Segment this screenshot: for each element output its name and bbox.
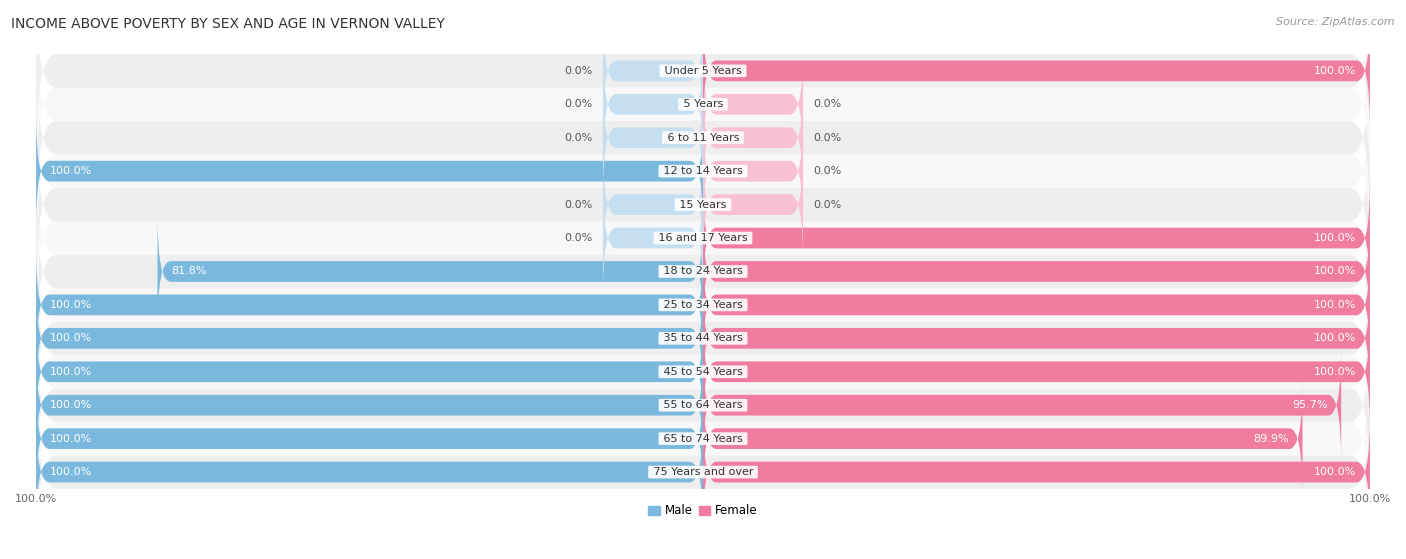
Text: 55 to 64 Years: 55 to 64 Years: [659, 400, 747, 410]
Text: 6 to 11 Years: 6 to 11 Years: [664, 132, 742, 143]
FancyBboxPatch shape: [37, 154, 1369, 321]
FancyBboxPatch shape: [703, 282, 1369, 395]
FancyBboxPatch shape: [603, 48, 703, 161]
FancyBboxPatch shape: [37, 315, 703, 428]
FancyBboxPatch shape: [703, 349, 1341, 462]
Text: 0.0%: 0.0%: [565, 233, 593, 243]
Text: 100.0%: 100.0%: [1315, 66, 1357, 76]
FancyBboxPatch shape: [157, 215, 703, 328]
FancyBboxPatch shape: [37, 0, 1369, 154]
Text: 0.0%: 0.0%: [565, 66, 593, 76]
Text: 81.8%: 81.8%: [172, 267, 207, 277]
Text: 0.0%: 0.0%: [565, 100, 593, 110]
FancyBboxPatch shape: [37, 115, 703, 228]
FancyBboxPatch shape: [703, 148, 803, 261]
Text: 0.0%: 0.0%: [565, 200, 593, 210]
Text: 100.0%: 100.0%: [49, 166, 91, 176]
FancyBboxPatch shape: [37, 248, 703, 362]
Text: 100.0%: 100.0%: [1315, 367, 1357, 377]
Text: 35 to 44 Years: 35 to 44 Years: [659, 333, 747, 343]
Text: 100.0%: 100.0%: [49, 367, 91, 377]
Text: 0.0%: 0.0%: [813, 100, 841, 110]
Text: 45 to 54 Years: 45 to 54 Years: [659, 367, 747, 377]
Text: 95.7%: 95.7%: [1292, 400, 1327, 410]
Text: 100.0%: 100.0%: [49, 434, 91, 444]
Text: 100.0%: 100.0%: [49, 333, 91, 343]
FancyBboxPatch shape: [37, 321, 1369, 489]
Legend: Male, Female: Male, Female: [644, 500, 762, 522]
Text: 100.0%: 100.0%: [1315, 467, 1357, 477]
Text: 0.0%: 0.0%: [813, 132, 841, 143]
Text: INCOME ABOVE POVERTY BY SEX AND AGE IN VERNON VALLEY: INCOME ABOVE POVERTY BY SEX AND AGE IN V…: [11, 17, 446, 31]
Text: 100.0%: 100.0%: [49, 467, 91, 477]
FancyBboxPatch shape: [37, 288, 1369, 456]
Text: 25 to 34 Years: 25 to 34 Years: [659, 300, 747, 310]
Text: 75 Years and over: 75 Years and over: [650, 467, 756, 477]
FancyBboxPatch shape: [37, 88, 1369, 255]
FancyBboxPatch shape: [37, 282, 703, 395]
FancyBboxPatch shape: [37, 389, 1369, 556]
FancyBboxPatch shape: [703, 215, 1369, 328]
FancyBboxPatch shape: [37, 21, 1369, 188]
FancyBboxPatch shape: [703, 115, 803, 228]
FancyBboxPatch shape: [603, 182, 703, 295]
FancyBboxPatch shape: [37, 415, 703, 529]
Text: 5 Years: 5 Years: [679, 100, 727, 110]
FancyBboxPatch shape: [703, 382, 1302, 495]
Text: 100.0%: 100.0%: [49, 300, 91, 310]
Text: 100.0%: 100.0%: [49, 400, 91, 410]
FancyBboxPatch shape: [703, 248, 1369, 362]
Text: 89.9%: 89.9%: [1254, 434, 1289, 444]
Text: 0.0%: 0.0%: [565, 132, 593, 143]
Text: 18 to 24 Years: 18 to 24 Years: [659, 267, 747, 277]
FancyBboxPatch shape: [37, 54, 1369, 221]
FancyBboxPatch shape: [37, 221, 1369, 389]
FancyBboxPatch shape: [703, 415, 1369, 529]
Text: 0.0%: 0.0%: [813, 166, 841, 176]
Text: 100.0%: 100.0%: [1315, 333, 1357, 343]
FancyBboxPatch shape: [37, 382, 703, 495]
FancyBboxPatch shape: [703, 315, 1369, 428]
Text: 0.0%: 0.0%: [813, 200, 841, 210]
Text: Under 5 Years: Under 5 Years: [661, 66, 745, 76]
FancyBboxPatch shape: [703, 48, 803, 161]
Text: 100.0%: 100.0%: [1315, 300, 1357, 310]
FancyBboxPatch shape: [703, 15, 1369, 127]
FancyBboxPatch shape: [37, 188, 1369, 355]
FancyBboxPatch shape: [37, 255, 1369, 422]
FancyBboxPatch shape: [37, 349, 703, 462]
FancyBboxPatch shape: [703, 81, 803, 194]
FancyBboxPatch shape: [603, 81, 703, 194]
Text: 65 to 74 Years: 65 to 74 Years: [659, 434, 747, 444]
Text: 100.0%: 100.0%: [1315, 233, 1357, 243]
FancyBboxPatch shape: [703, 182, 1369, 295]
Text: 100.0%: 100.0%: [1315, 267, 1357, 277]
Text: Source: ZipAtlas.com: Source: ZipAtlas.com: [1277, 17, 1395, 27]
FancyBboxPatch shape: [603, 148, 703, 261]
FancyBboxPatch shape: [603, 15, 703, 127]
Text: 15 Years: 15 Years: [676, 200, 730, 210]
Text: 12 to 14 Years: 12 to 14 Years: [659, 166, 747, 176]
FancyBboxPatch shape: [37, 355, 1369, 522]
FancyBboxPatch shape: [37, 121, 1369, 288]
Text: 16 and 17 Years: 16 and 17 Years: [655, 233, 751, 243]
